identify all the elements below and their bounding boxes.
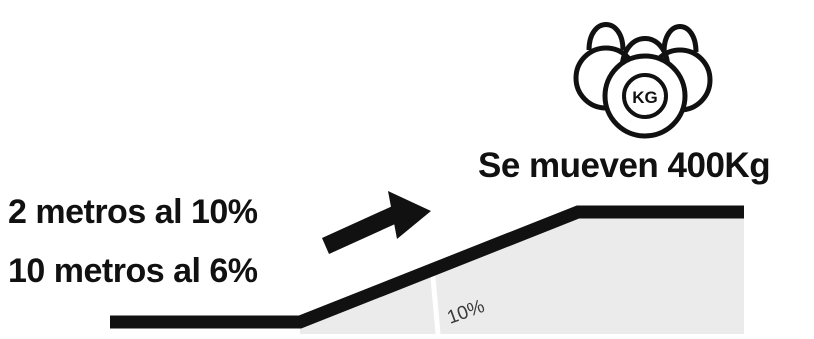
kg-label: KG xyxy=(632,88,658,107)
weight-caption: Se mueven 400Kg xyxy=(478,146,771,185)
ramp-divider xyxy=(429,265,441,335)
kettlebells-icon xyxy=(573,22,713,139)
ramp-fill xyxy=(300,212,744,334)
distance-line-2: 10 metros al 6% xyxy=(8,252,258,290)
ramp-line xyxy=(110,205,744,329)
distance-line-1: 2 metros al 10% xyxy=(8,193,258,231)
direction-arrow-icon xyxy=(322,191,431,254)
